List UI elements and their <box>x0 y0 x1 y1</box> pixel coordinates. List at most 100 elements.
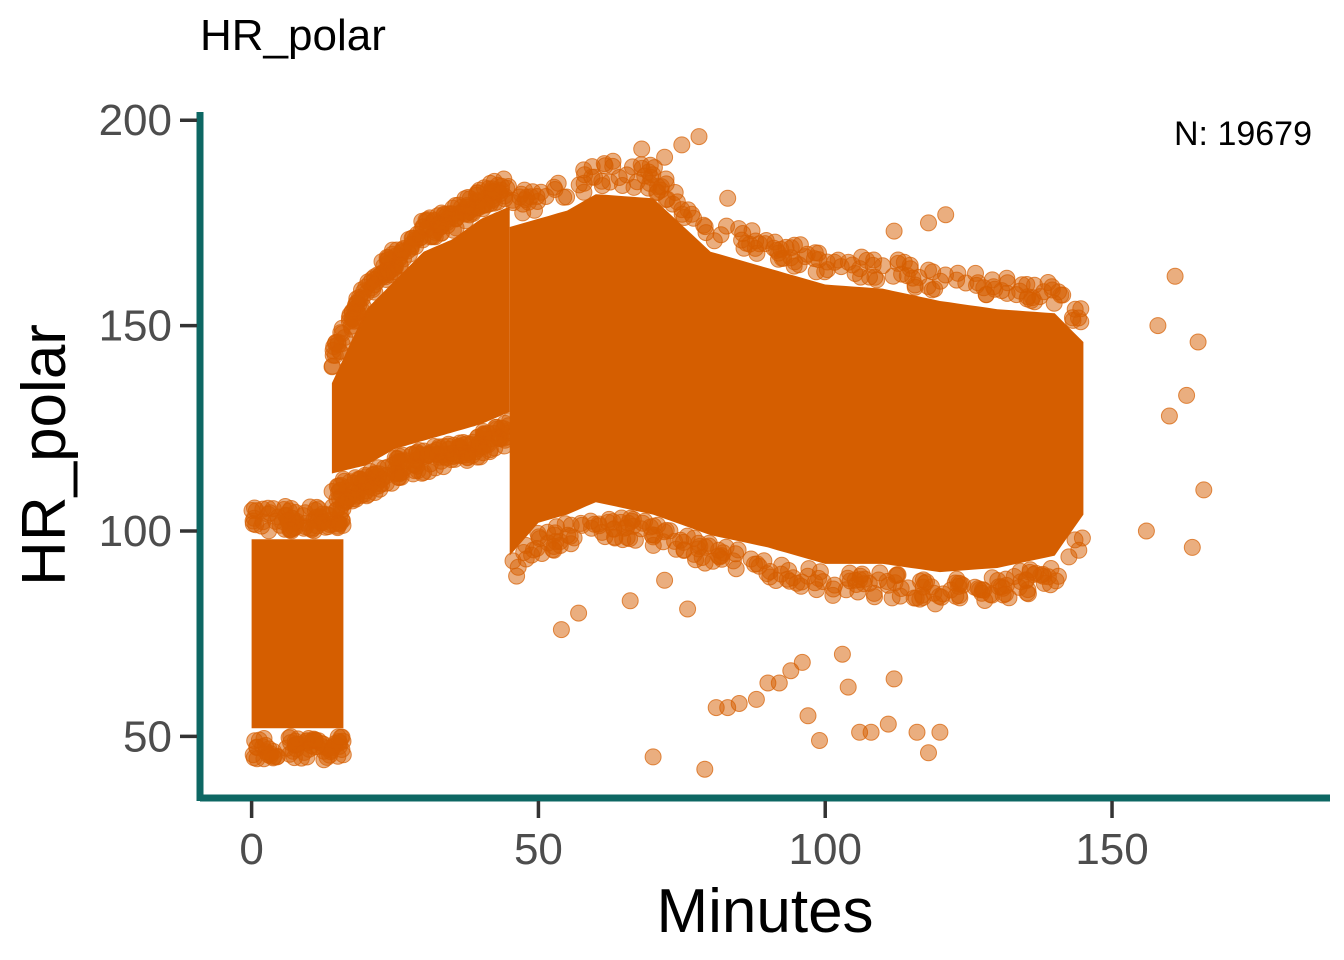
data-point <box>747 690 765 708</box>
data-point <box>1189 333 1207 351</box>
data-point <box>947 587 965 605</box>
data-point <box>386 464 404 482</box>
data-point <box>1060 548 1078 566</box>
data-point <box>408 443 426 461</box>
data-point <box>1021 563 1039 581</box>
data-point <box>772 565 790 583</box>
x-axis-title: Minutes <box>656 877 873 946</box>
data-point <box>537 188 555 205</box>
data-point <box>996 585 1014 603</box>
data-point <box>601 173 619 191</box>
y-tick-label: 200 <box>99 96 172 145</box>
data-point <box>712 226 730 244</box>
data-point <box>808 581 826 599</box>
data-point <box>989 572 1007 589</box>
data-point <box>793 573 811 591</box>
data-point <box>901 260 919 278</box>
data-point <box>600 510 618 528</box>
data-point <box>824 580 842 598</box>
data-point <box>1195 481 1213 499</box>
data-point <box>885 670 903 688</box>
x-tick-label: 50 <box>514 825 563 874</box>
data-point <box>1166 267 1184 285</box>
text-layer: HR_polar Minutes HR_polar N: 19679 <box>10 11 1312 946</box>
data-point <box>429 215 447 233</box>
data-point <box>330 737 348 755</box>
data-point <box>770 674 788 692</box>
data-point <box>586 168 604 186</box>
data-point <box>879 576 897 594</box>
data-point <box>811 732 828 749</box>
data-point <box>986 280 1004 298</box>
data-point <box>1183 538 1201 556</box>
data-point <box>644 748 662 766</box>
data-point <box>415 463 433 481</box>
data-point <box>305 730 323 748</box>
data-point <box>295 519 313 537</box>
data-point <box>281 521 299 539</box>
data-point <box>862 723 880 741</box>
y-tick-label: 150 <box>99 302 172 351</box>
axes-layer: 0 50 100 150 50 100 150 200 <box>99 96 1330 874</box>
data-point <box>366 276 384 294</box>
data-point <box>926 280 944 298</box>
x-tick-label: 100 <box>789 825 862 874</box>
data-point <box>621 530 639 548</box>
data-point <box>879 715 897 733</box>
data-point <box>679 201 697 219</box>
data-point <box>826 253 843 271</box>
data-point <box>348 290 366 308</box>
data-point <box>696 760 714 778</box>
data-point <box>474 438 492 456</box>
data-point <box>846 265 864 282</box>
data-point <box>621 592 639 610</box>
data-point <box>1026 276 1043 294</box>
data-point <box>435 458 452 476</box>
y-axis-title: HR_polar <box>10 324 79 586</box>
y-tick-label: 100 <box>99 507 172 556</box>
data-point <box>734 225 752 242</box>
data-point <box>697 538 714 556</box>
chart-title: HR_polar <box>200 11 386 60</box>
data-point <box>468 184 486 202</box>
data-point <box>1019 585 1037 603</box>
data-point <box>255 750 273 768</box>
data-point <box>570 604 588 622</box>
data-point <box>1149 317 1167 335</box>
data-point <box>254 500 272 518</box>
data-point <box>504 194 522 212</box>
data-point <box>839 569 857 587</box>
data-point <box>782 662 800 680</box>
data-point <box>655 523 673 541</box>
data-point <box>672 531 690 549</box>
data-point <box>793 653 811 671</box>
point-cloud-2 <box>331 206 510 474</box>
data-point <box>673 136 691 154</box>
points-layer <box>243 128 1213 778</box>
x-tick-label: 0 <box>239 825 263 874</box>
data-point <box>920 744 937 762</box>
data-point <box>957 274 975 292</box>
data-point <box>1049 567 1067 585</box>
data-point <box>633 140 651 158</box>
data-point <box>526 201 543 219</box>
data-point <box>974 581 991 599</box>
data-point <box>454 203 472 221</box>
data-point <box>403 235 421 253</box>
data-point <box>810 244 827 262</box>
data-point <box>347 490 365 508</box>
data-point <box>679 600 697 618</box>
data-point <box>552 621 570 639</box>
data-point <box>908 723 926 741</box>
data-point <box>559 526 577 544</box>
data-point <box>799 707 817 725</box>
data-point <box>529 524 547 542</box>
point-cloud-1 <box>251 539 344 729</box>
data-point <box>280 502 298 520</box>
data-point <box>397 452 415 470</box>
data-point <box>289 730 307 748</box>
data-point <box>937 206 955 224</box>
data-point <box>606 528 624 546</box>
data-point <box>1070 309 1087 327</box>
